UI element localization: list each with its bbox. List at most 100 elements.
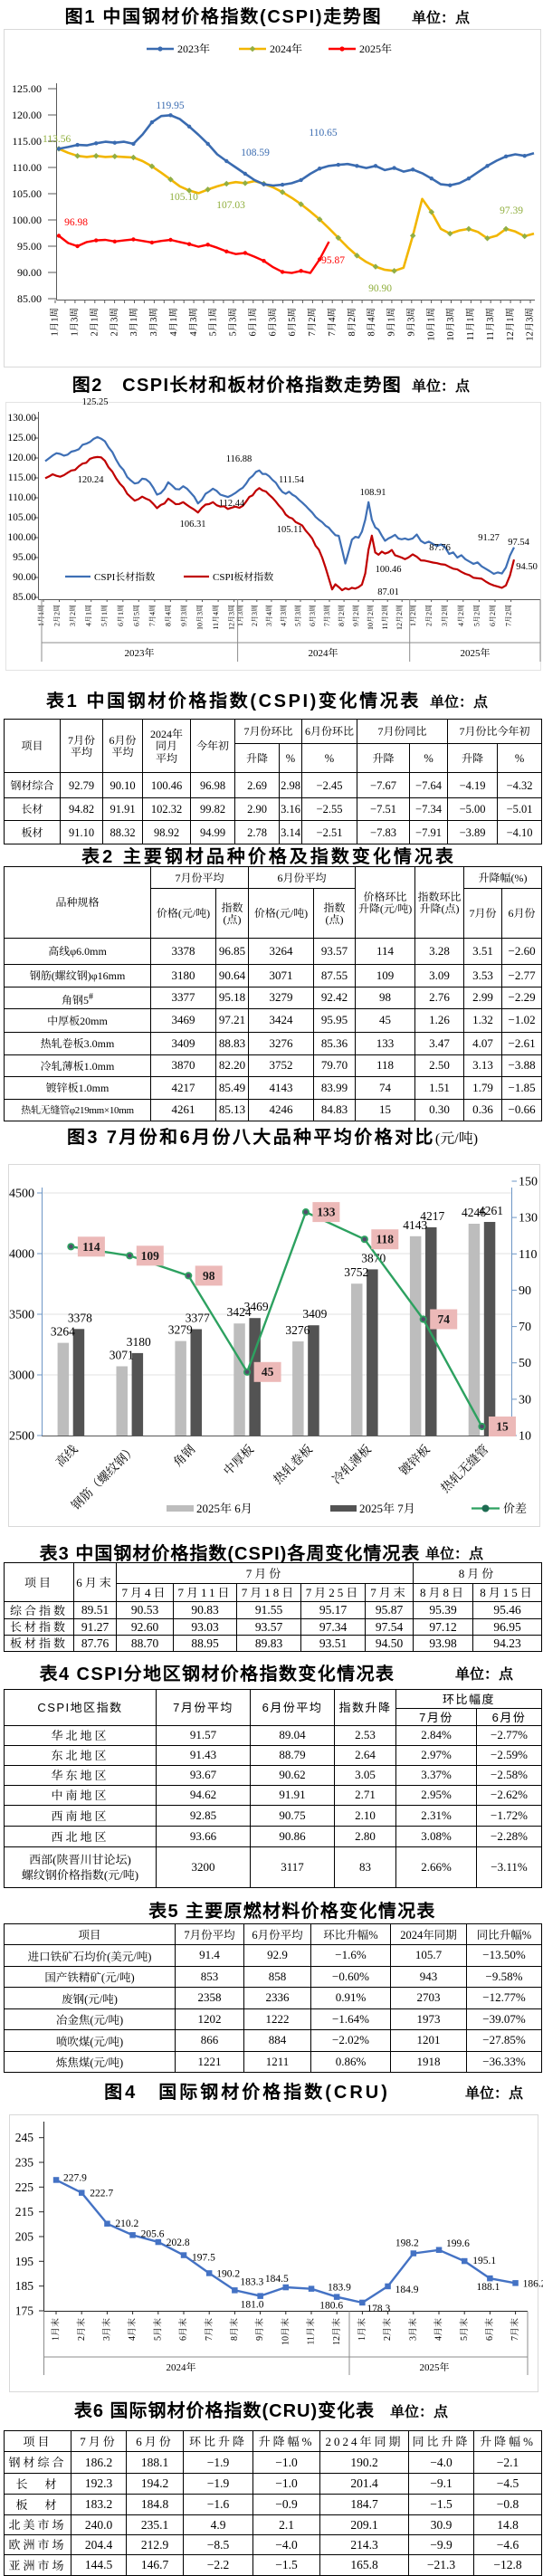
svg-text:105.00: 105.00 <box>12 187 42 200</box>
svg-text:110.00: 110.00 <box>12 161 42 174</box>
svg-text:199.6: 199.6 <box>446 2238 470 2249</box>
svg-text:3276: 3276 <box>285 1323 310 1337</box>
svg-text:8月4周: 8月4周 <box>365 308 378 337</box>
svg-text:3071: 3071 <box>110 1349 134 1362</box>
svg-text:186.2: 186.2 <box>523 2278 543 2289</box>
svg-text:7月4周: 7月4周 <box>148 605 157 626</box>
svg-text:45: 45 <box>262 1365 274 1379</box>
svg-text:96.98: 96.98 <box>64 217 88 228</box>
svg-text:11月2周: 11月2周 <box>380 605 390 630</box>
svg-text:125.25: 125.25 <box>82 397 109 407</box>
svg-text:115.00: 115.00 <box>12 135 42 148</box>
svg-text:112.44: 112.44 <box>219 499 245 509</box>
svg-text:98: 98 <box>203 1269 215 1283</box>
svg-text:120.24: 120.24 <box>78 475 105 485</box>
svg-text:3279: 3279 <box>168 1323 193 1337</box>
svg-text:70: 70 <box>519 1321 531 1334</box>
svg-text:95.00: 95.00 <box>17 240 42 253</box>
svg-text:1月末: 1月末 <box>354 2318 367 2341</box>
svg-text:185: 185 <box>15 2279 34 2293</box>
svg-text:1月末: 1月末 <box>48 2318 62 2341</box>
svg-text:3752: 3752 <box>344 1265 368 1279</box>
svg-text:178.3: 178.3 <box>367 2304 390 2314</box>
svg-text:11月1周: 11月1周 <box>463 308 477 340</box>
svg-text:175: 175 <box>15 2304 34 2318</box>
svg-text:227.9: 227.9 <box>63 2172 87 2183</box>
svg-text:2025年: 2025年 <box>359 41 392 56</box>
svg-text:7月末: 7月末 <box>201 2318 214 2341</box>
svg-text:180.6: 180.6 <box>319 2301 343 2312</box>
svg-text:50: 50 <box>519 1357 531 1370</box>
svg-text:6月1周: 6月1周 <box>246 308 260 337</box>
svg-text:150: 150 <box>519 1176 538 1189</box>
svg-text:11月4周: 11月4周 <box>211 605 221 630</box>
svg-text:202.8: 202.8 <box>167 2237 190 2248</box>
svg-text:5月2周: 5月2周 <box>472 605 481 626</box>
svg-text:7月2周: 7月2周 <box>504 605 514 626</box>
svg-text:2月3周: 2月3周 <box>107 308 120 337</box>
svg-text:30: 30 <box>519 1393 531 1407</box>
svg-text:4217: 4217 <box>420 1209 444 1223</box>
svg-text:198.2: 198.2 <box>395 2238 419 2249</box>
svg-text:197.5: 197.5 <box>192 2253 215 2264</box>
svg-text:4000: 4000 <box>9 1248 34 1262</box>
svg-text:184.9: 184.9 <box>395 2285 419 2295</box>
svg-text:5月3周: 5月3周 <box>226 308 240 337</box>
svg-text:2025年: 2025年 <box>461 645 491 660</box>
svg-text:90.00: 90.00 <box>13 572 36 583</box>
svg-text:CSPI长材指数: CSPI长材指数 <box>94 569 155 584</box>
svg-text:1月3周: 1月3周 <box>68 308 81 337</box>
svg-text:108.59: 108.59 <box>241 148 270 158</box>
svg-text:2024年: 2024年 <box>167 2360 196 2374</box>
svg-text:4月末: 4月末 <box>431 2318 444 2341</box>
svg-text:107.03: 107.03 <box>216 200 245 211</box>
svg-text:4月3周: 4月3周 <box>279 605 289 626</box>
svg-text:9月1周: 9月1周 <box>385 308 398 337</box>
svg-text:9月末: 9月末 <box>252 2318 265 2341</box>
svg-text:90.00: 90.00 <box>17 266 42 279</box>
svg-text:90: 90 <box>519 1284 531 1298</box>
svg-text:12月1周: 12月1周 <box>503 308 517 341</box>
svg-text:188.1: 188.1 <box>476 2282 500 2293</box>
svg-text:9月2周: 9月2周 <box>351 605 361 626</box>
svg-text:2月末: 2月末 <box>379 2318 393 2341</box>
svg-text:225: 225 <box>15 2180 34 2194</box>
svg-text:8月2周: 8月2周 <box>345 308 358 337</box>
svg-text:价差: 价差 <box>503 1499 527 1516</box>
svg-text:4500: 4500 <box>9 1188 34 1201</box>
svg-text:7月4周: 7月4周 <box>325 308 338 337</box>
svg-text:3500: 3500 <box>9 1309 34 1322</box>
svg-text:115.00: 115.00 <box>8 472 36 483</box>
svg-text:235: 235 <box>15 2156 34 2170</box>
svg-text:2024年: 2024年 <box>309 645 338 660</box>
svg-text:2023年: 2023年 <box>177 41 210 56</box>
svg-text:CSPI板材指数: CSPI板材指数 <box>213 569 273 584</box>
svg-text:10: 10 <box>519 1430 531 1444</box>
svg-text:2023年: 2023年 <box>125 645 155 660</box>
svg-text:120.00: 120.00 <box>12 109 42 121</box>
svg-text:1月3周: 1月3周 <box>235 605 245 626</box>
svg-text:6月末: 6月末 <box>176 2318 189 2341</box>
svg-text:184.5: 184.5 <box>265 2274 289 2285</box>
svg-text:6月2周: 6月2周 <box>488 605 498 626</box>
svg-text:5月末: 5月末 <box>149 2318 163 2341</box>
svg-text:130.00: 130.00 <box>7 413 36 424</box>
svg-text:15: 15 <box>496 1420 509 1434</box>
svg-text:245: 245 <box>15 2131 34 2144</box>
svg-text:2月3周: 2月3周 <box>250 605 260 626</box>
svg-text:3月2周: 3月2周 <box>68 605 78 626</box>
svg-text:4月末: 4月末 <box>124 2318 138 2341</box>
svg-text:190.2: 190.2 <box>216 2269 240 2280</box>
svg-text:7月3周: 7月3周 <box>322 605 332 626</box>
svg-text:3377: 3377 <box>186 1312 210 1325</box>
svg-text:9月3周: 9月3周 <box>405 308 418 337</box>
svg-text:105.00: 105.00 <box>7 512 36 523</box>
svg-text:110: 110 <box>519 1248 537 1262</box>
svg-text:4246: 4246 <box>462 1206 486 1219</box>
svg-text:3月3周: 3月3周 <box>147 308 160 337</box>
svg-text:2024年: 2024年 <box>270 41 302 56</box>
svg-text:8月2周: 8月2周 <box>337 605 347 626</box>
svg-text:100.00: 100.00 <box>7 532 36 543</box>
svg-text:3000: 3000 <box>9 1369 34 1383</box>
svg-text:90.90: 90.90 <box>368 283 392 294</box>
